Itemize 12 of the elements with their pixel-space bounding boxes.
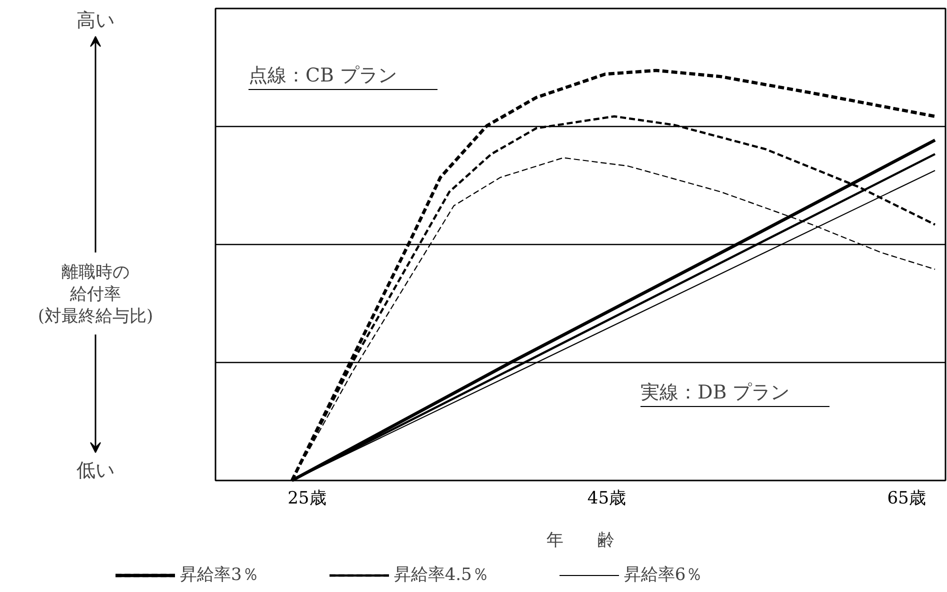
x-tick-label: 65歳 — [887, 488, 926, 508]
y-axis-title: 離職時の給付率(対最終給与比) — [38, 262, 154, 326]
text: 低い — [76, 460, 114, 482]
legend-label: 昇給率6％ — [624, 564, 703, 586]
annotation: 実線：DB プラン — [640, 382, 790, 404]
x-tick-label: 45歳 — [587, 488, 626, 508]
x-tick-label: 25歳 — [288, 488, 326, 508]
text: 高い — [76, 10, 114, 32]
legend-label: 昇給率3％ — [180, 564, 259, 586]
x-axis-title: 年 齢 — [546, 530, 614, 550]
annotation: 点線：CB プラン — [248, 64, 398, 86]
legend-label: 昇給率4.5％ — [394, 564, 489, 586]
